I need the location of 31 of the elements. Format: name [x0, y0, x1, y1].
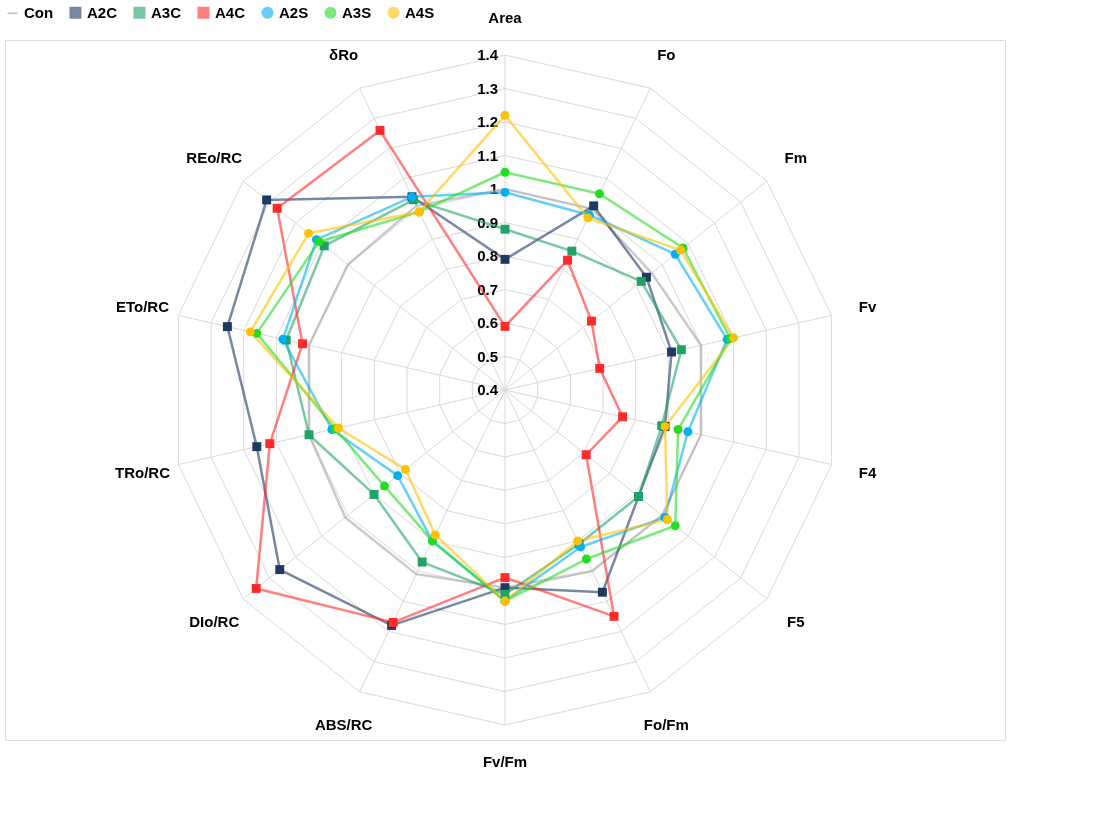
legend-label: A3C [151, 3, 182, 21]
legend-label: Con [24, 4, 54, 22]
spoke-label: TRo/RC [114, 463, 171, 481]
y-tick-label: 0.7 [477, 280, 498, 298]
y-tick-label: 0.9 [477, 213, 498, 231]
spoke-label: ETo/RC [115, 298, 170, 316]
spoke-label: Area [488, 9, 523, 27]
spoke-label: ABS/RC [314, 716, 373, 734]
spoke-label: Fo/Fm [643, 716, 689, 734]
spoke-label: REo/RC [186, 149, 243, 167]
y-tick-label: 1.3 [477, 79, 498, 97]
spoke-label: Fv/Fm [482, 752, 528, 770]
spoke-label: Fo [657, 45, 676, 63]
legend-label: A4S [405, 3, 435, 21]
y-tick-label: 1.4 [477, 46, 499, 63]
legend-label: A2S [279, 3, 309, 21]
spoke-label: Fv [858, 298, 877, 316]
spoke-label: DIo/RC [189, 612, 240, 630]
spoke-label: Fm [784, 149, 807, 167]
spoke-label: F5 [786, 612, 805, 630]
legend-label: A3S [342, 3, 372, 21]
legend-label: A2C [87, 3, 118, 21]
y-tick-label: 1.2 [477, 113, 498, 130]
y-tick-label: 0.8 [477, 247, 498, 264]
y-tick-label: 0.4 [477, 381, 499, 398]
spoke-label: F4 [858, 463, 877, 481]
y-tick-label: 1.1 [477, 146, 498, 164]
y-tick-label: 0.6 [477, 314, 498, 331]
y-tick-label: 0.5 [477, 347, 498, 365]
spoke-label: δRo [329, 45, 359, 63]
legend-label: A4C [215, 3, 246, 21]
